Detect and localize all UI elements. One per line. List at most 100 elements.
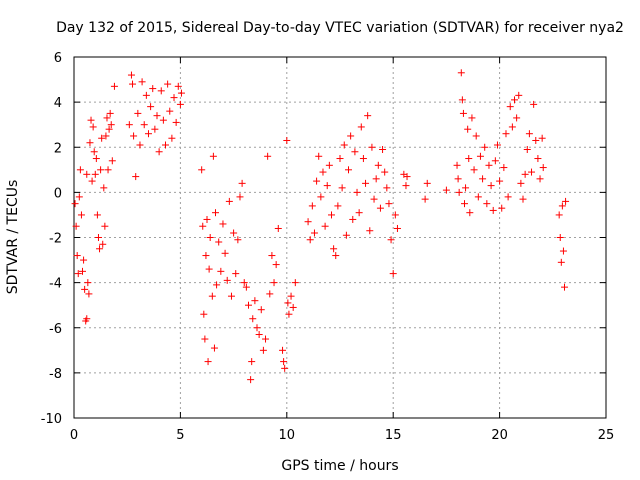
data-point xyxy=(170,94,178,102)
data-point xyxy=(364,112,372,120)
data-point xyxy=(455,188,463,196)
data-point xyxy=(493,141,501,149)
data-point xyxy=(376,204,384,212)
data-point xyxy=(280,358,288,366)
data-point xyxy=(244,301,252,309)
data-point xyxy=(465,155,473,163)
data-point xyxy=(306,236,314,244)
x-tick-label: 25 xyxy=(598,428,615,443)
data-point xyxy=(402,182,410,190)
data-point xyxy=(201,335,209,343)
y-tick-label: -8 xyxy=(49,367,62,382)
data-point xyxy=(319,168,327,176)
data-point xyxy=(84,279,92,287)
data-point xyxy=(213,281,221,289)
data-point xyxy=(345,166,353,174)
data-point xyxy=(506,103,514,111)
x-tick-label: 5 xyxy=(176,428,184,443)
data-point xyxy=(379,146,387,154)
data-point xyxy=(513,114,521,122)
data-point xyxy=(472,132,480,140)
data-point xyxy=(94,234,102,241)
data-point xyxy=(521,170,529,178)
data-point xyxy=(336,155,344,163)
data-point xyxy=(90,148,98,156)
data-point xyxy=(556,234,564,241)
data-point xyxy=(247,376,255,384)
data-point xyxy=(100,184,108,192)
data-point xyxy=(96,245,104,253)
data-point xyxy=(129,80,137,88)
data-point xyxy=(453,161,461,169)
data-point xyxy=(357,123,365,131)
data-point xyxy=(528,168,536,176)
data-point xyxy=(162,141,170,149)
data-point xyxy=(558,202,566,210)
y-tick-label: -2 xyxy=(49,232,62,247)
y-tick-label: 4 xyxy=(54,96,62,111)
data-point xyxy=(105,125,113,133)
data-point xyxy=(279,346,287,354)
data-point xyxy=(370,195,378,203)
data-point xyxy=(99,240,107,248)
data-point xyxy=(75,193,83,201)
data-point xyxy=(291,279,299,287)
x-tick-label: 15 xyxy=(385,428,402,443)
data-point xyxy=(489,206,497,214)
axis-ticks xyxy=(73,56,607,419)
data-point xyxy=(391,211,399,219)
data-point xyxy=(470,166,478,174)
data-point xyxy=(372,175,380,183)
data-point xyxy=(107,121,115,129)
data-point xyxy=(487,182,495,190)
data-point xyxy=(272,261,280,269)
data-point xyxy=(103,114,111,122)
data-point xyxy=(525,130,533,138)
data-point xyxy=(562,197,570,205)
data-point xyxy=(283,136,291,144)
data-point xyxy=(72,222,80,230)
data-point xyxy=(127,71,135,79)
data-point xyxy=(159,116,167,124)
data-point xyxy=(177,89,185,97)
data-point xyxy=(559,247,567,255)
data-point xyxy=(166,107,174,115)
y-axis-label: SDTVAR / TECUs xyxy=(5,180,21,295)
data-point xyxy=(223,276,231,284)
data-point xyxy=(81,285,89,293)
data-point xyxy=(508,123,516,131)
data-point xyxy=(215,238,223,246)
data-point xyxy=(347,132,355,140)
data-point xyxy=(219,220,227,228)
data-point xyxy=(468,114,476,122)
y-tick-label: 0 xyxy=(54,186,62,201)
data-point xyxy=(108,157,116,165)
x-axis-label: GPS time / hours xyxy=(281,458,398,474)
data-point xyxy=(266,290,274,298)
data-point xyxy=(125,121,133,129)
data-point xyxy=(338,184,346,192)
data-point xyxy=(208,292,216,300)
data-point xyxy=(147,103,155,111)
data-point xyxy=(323,182,331,190)
data-point xyxy=(403,173,411,181)
data-point xyxy=(374,161,382,169)
data-point xyxy=(519,195,527,203)
data-point xyxy=(83,170,91,178)
data-point xyxy=(136,141,144,149)
data-point xyxy=(155,148,163,156)
data-point xyxy=(240,279,248,287)
data-point xyxy=(510,96,518,104)
y-tick-label: -6 xyxy=(49,322,62,337)
data-point xyxy=(517,179,525,187)
y-tick-label: -4 xyxy=(49,277,62,292)
data-point xyxy=(77,211,85,219)
data-point xyxy=(534,155,542,163)
data-point xyxy=(442,186,450,194)
data-point xyxy=(76,166,84,174)
data-point xyxy=(421,195,429,203)
data-point xyxy=(349,215,357,223)
data-point xyxy=(212,209,220,217)
data-point xyxy=(249,315,257,323)
data-point xyxy=(536,175,544,183)
